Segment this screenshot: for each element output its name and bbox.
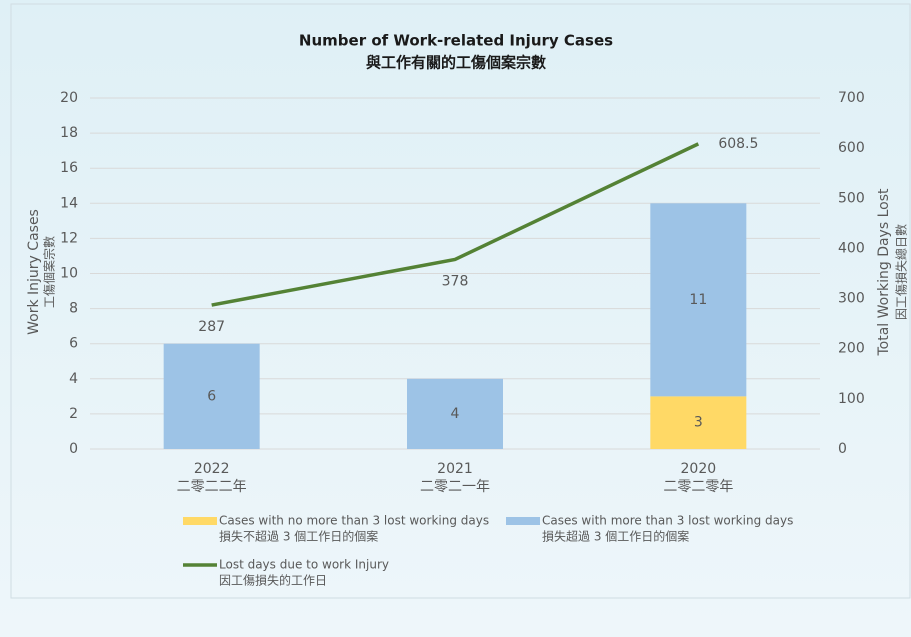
data-label: 378 bbox=[442, 273, 469, 289]
data-label: 608.5 bbox=[718, 136, 758, 152]
y2-tick-label: 200 bbox=[838, 341, 865, 357]
x-tick-label-zh: 二零二二年 bbox=[177, 479, 247, 495]
data-label: 4 bbox=[451, 406, 460, 422]
y-axis-label-zh: 工傷個案宗數 bbox=[42, 236, 57, 308]
data-label: 3 bbox=[694, 415, 703, 431]
chart-subtitle: 與工作有關的工傷個案宗數 bbox=[366, 54, 546, 72]
legend-swatch bbox=[506, 517, 540, 525]
y-tick-label: 10 bbox=[60, 266, 78, 282]
y2-tick-label: 0 bbox=[838, 441, 847, 457]
y2-tick-label: 300 bbox=[838, 291, 865, 307]
data-label: 11 bbox=[689, 292, 707, 308]
chart: Number of Work-related Injury Cases 與工作有… bbox=[0, 0, 911, 637]
chart-title: Number of Work-related Injury Cases bbox=[299, 32, 613, 50]
legend-label-zh: 損失超過 3 個工作日的個案 bbox=[542, 529, 689, 544]
y2-axis-label-zh: 因工傷損失總日數 bbox=[894, 224, 909, 320]
data-label: 287 bbox=[198, 319, 225, 335]
background bbox=[0, 0, 911, 637]
data-label: 6 bbox=[207, 388, 216, 404]
y-tick-label: 2 bbox=[69, 406, 78, 422]
y-tick-label: 14 bbox=[60, 195, 78, 211]
legend-swatch bbox=[183, 517, 217, 525]
y-axis-label: Work Injury Cases bbox=[26, 209, 42, 335]
x-tick-label: 2021 bbox=[437, 461, 473, 477]
y-tick-label: 12 bbox=[60, 230, 78, 246]
y-tick-label: 6 bbox=[69, 336, 78, 352]
y2-axis-label: Total Working Days Lost bbox=[876, 188, 892, 356]
legend-label: Lost days due to work Injury bbox=[219, 558, 389, 572]
y-tick-label: 18 bbox=[60, 125, 78, 141]
y-tick-label: 4 bbox=[69, 371, 78, 387]
y2-tick-label: 400 bbox=[838, 240, 865, 256]
y2-tick-label: 700 bbox=[838, 90, 865, 106]
y-tick-label: 8 bbox=[69, 301, 78, 317]
legend-label-zh: 損失不超過 3 個工作日的個案 bbox=[219, 529, 378, 544]
y-tick-label: 0 bbox=[69, 441, 78, 457]
x-tick-label: 2022 bbox=[194, 461, 230, 477]
y2-tick-label: 600 bbox=[838, 140, 865, 156]
legend-label: Cases with more than 3 lost working days bbox=[542, 514, 793, 528]
x-tick-label: 2020 bbox=[681, 461, 717, 477]
legend-label-zh: 因工傷損失的工作日 bbox=[219, 573, 327, 588]
y2-tick-label: 100 bbox=[838, 391, 865, 407]
y-tick-label: 20 bbox=[60, 90, 78, 106]
y2-tick-label: 500 bbox=[838, 190, 865, 206]
x-tick-label-zh: 二零二一年 bbox=[420, 479, 490, 495]
x-tick-label-zh: 二零二零年 bbox=[663, 479, 733, 495]
y-tick-label: 16 bbox=[60, 160, 78, 176]
legend-label: Cases with no more than 3 lost working d… bbox=[219, 514, 489, 528]
